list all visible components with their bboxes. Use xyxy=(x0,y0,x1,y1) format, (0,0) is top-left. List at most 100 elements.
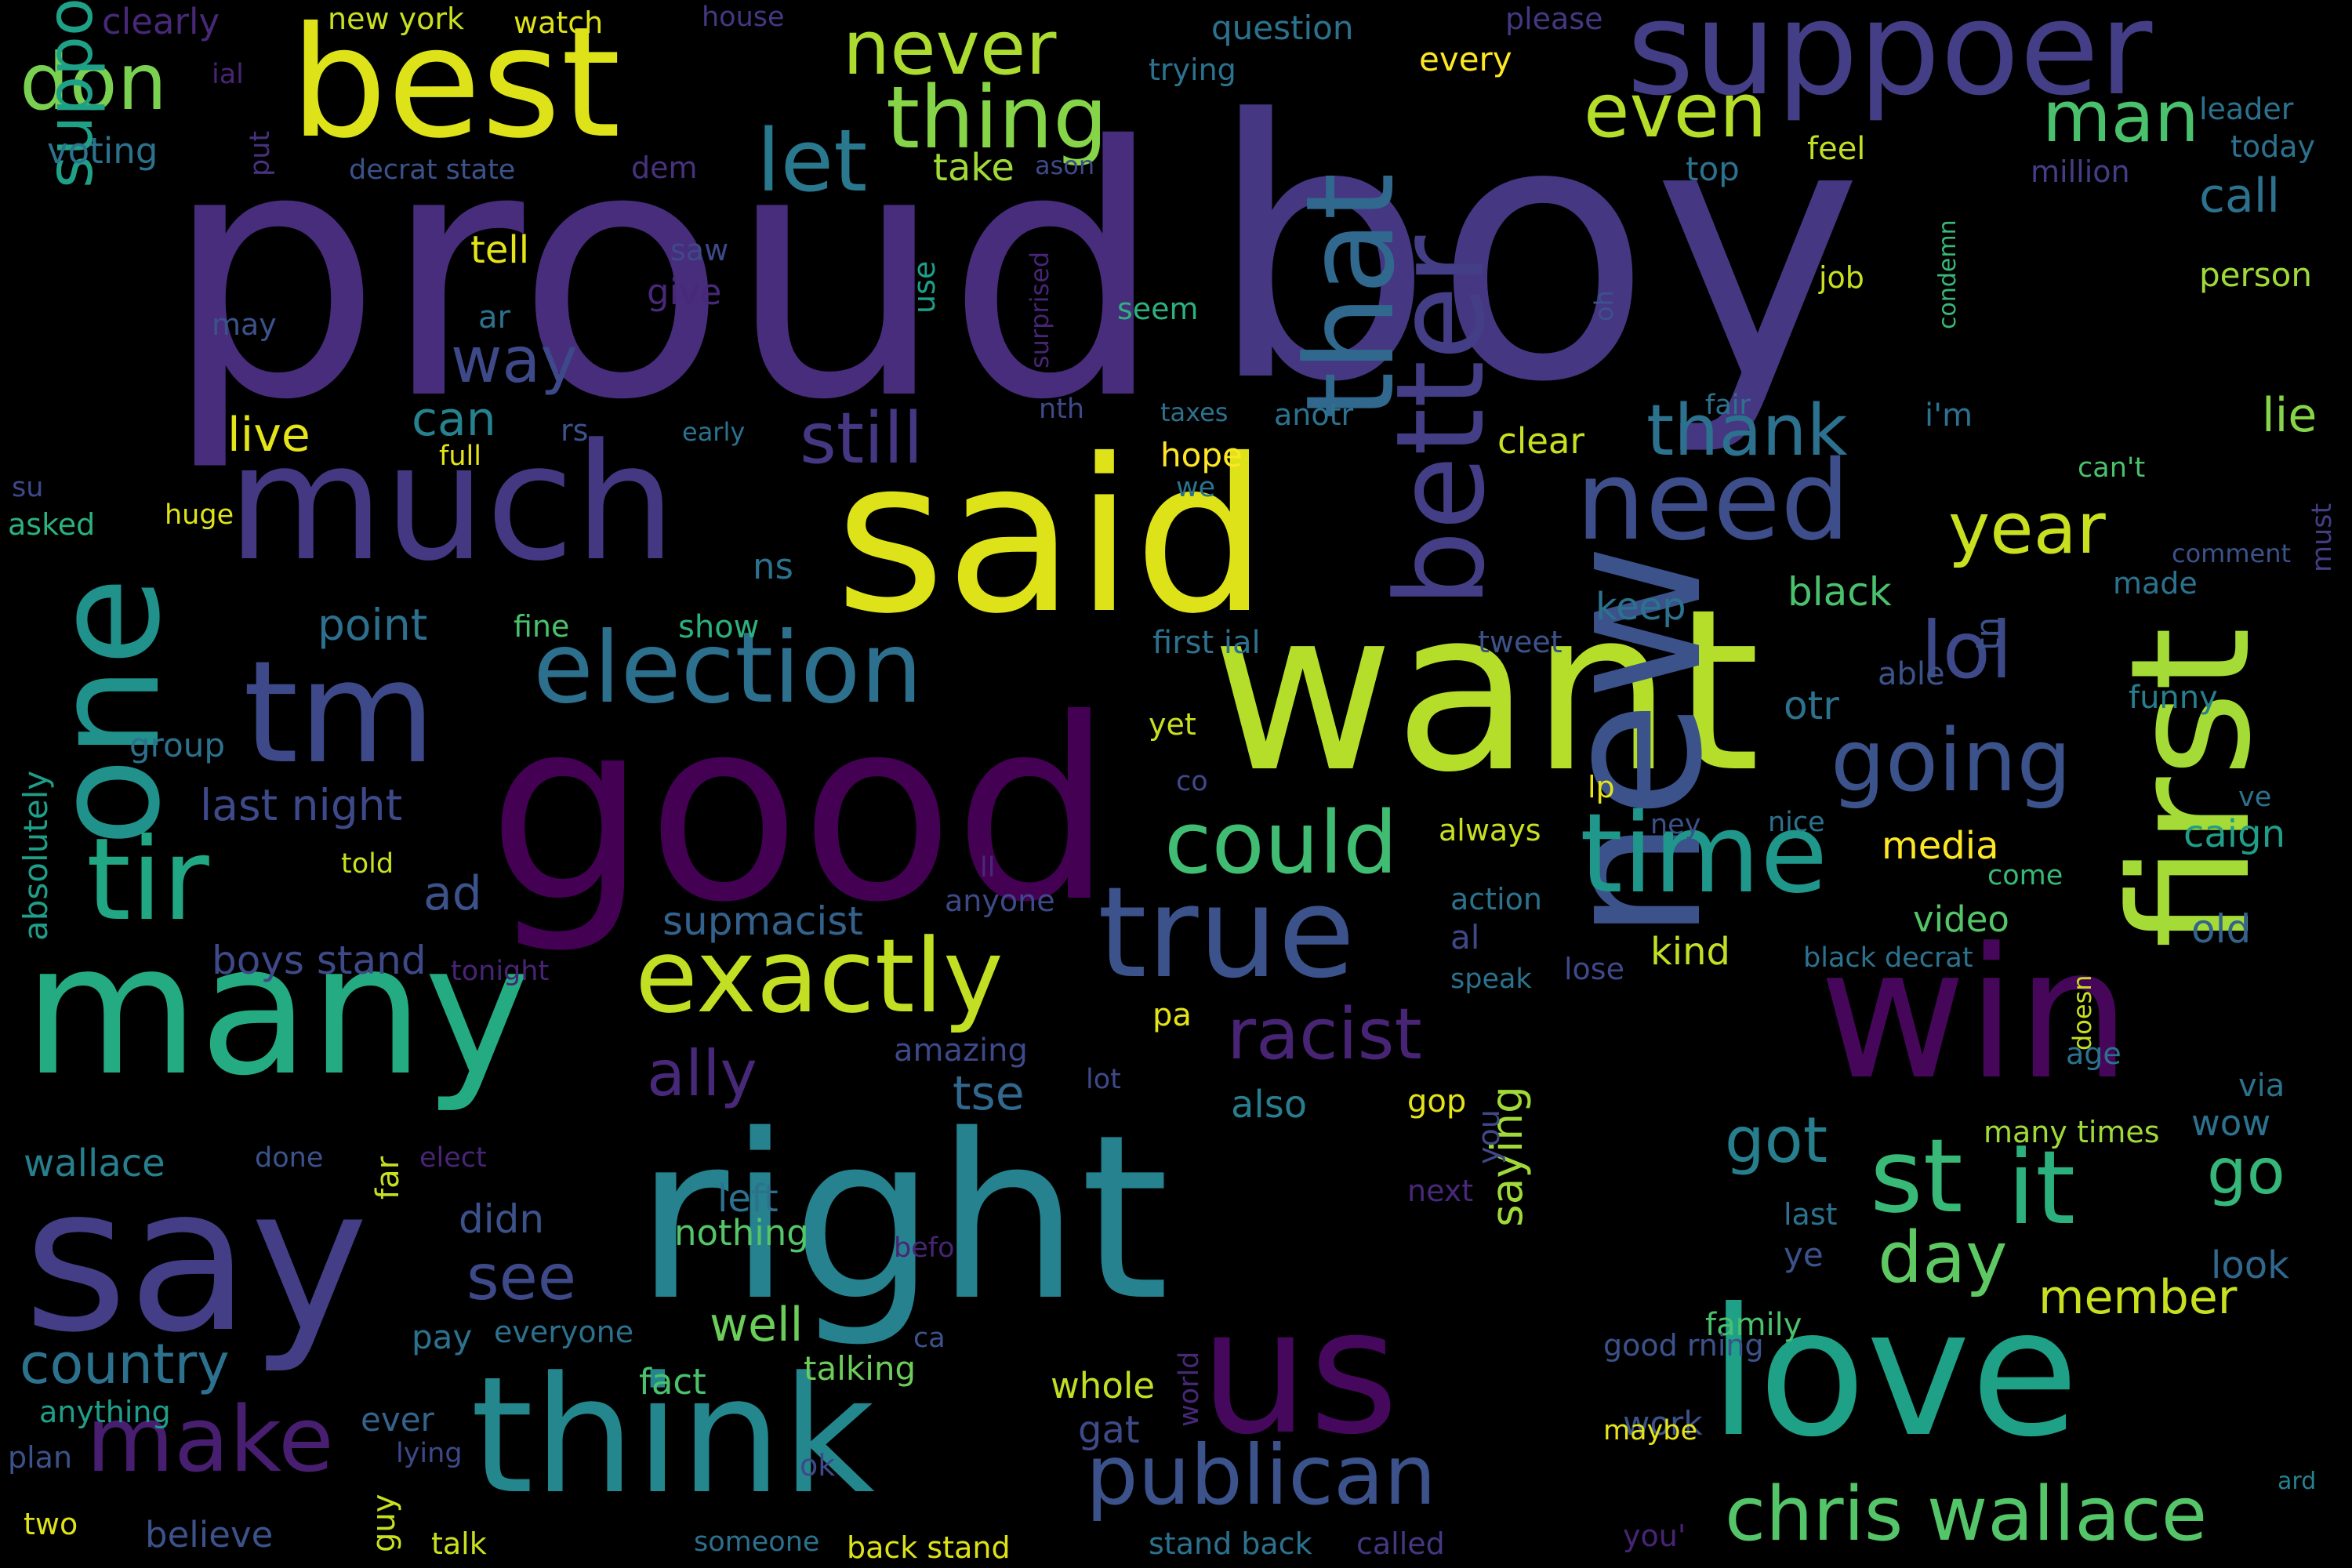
word-publican: publican xyxy=(1086,1428,1436,1523)
word-make: make xyxy=(86,1388,334,1493)
word-clear: clear xyxy=(1497,420,1585,462)
word-pa: pa xyxy=(1152,997,1192,1033)
word-ok: ok xyxy=(800,1448,836,1483)
word-speak: speak xyxy=(1450,964,1532,995)
word-black: black xyxy=(1788,569,1892,615)
word-election: election xyxy=(533,612,923,725)
word-pay: pay xyxy=(412,1318,473,1356)
word-tn: tn xyxy=(1969,616,2007,651)
word-everyone: everyone xyxy=(494,1315,634,1349)
word-show: show xyxy=(678,609,760,645)
word-much: much xyxy=(227,410,677,597)
word-must: must xyxy=(2307,503,2338,572)
word-nth: nth xyxy=(1039,394,1085,425)
word-whole: whole xyxy=(1051,1365,1156,1406)
word-ll: ll xyxy=(980,852,996,884)
word-use: use xyxy=(907,260,942,314)
word-early: early xyxy=(682,417,746,447)
word-elect: elect xyxy=(419,1142,487,1174)
word-anyone: anyone xyxy=(945,884,1055,918)
word-one: one xyxy=(23,576,192,847)
word-ca: ca xyxy=(913,1323,946,1354)
word-going: going xyxy=(1831,710,2072,811)
word-ns: ns xyxy=(753,546,793,587)
word-believe: believe xyxy=(145,1514,274,1555)
word-many-times: many times xyxy=(1984,1115,2160,1149)
word-ial: ial xyxy=(212,59,244,90)
word-caign: caign xyxy=(2183,812,2286,856)
word-man: man xyxy=(2042,76,2199,158)
word-well: well xyxy=(710,1298,804,1352)
word-call: call xyxy=(2199,169,2281,223)
word-it: it xyxy=(2007,1128,2076,1247)
word-never: never xyxy=(843,5,1057,92)
word-i-m: i'm xyxy=(1925,397,1973,434)
word-su: su xyxy=(12,472,44,503)
word-suppoer: suppoer xyxy=(1627,0,2153,124)
word-two: two xyxy=(24,1507,78,1541)
word-even: even xyxy=(1584,68,1767,154)
word-also: also xyxy=(1231,1083,1308,1127)
word-black-decrat: black decrat xyxy=(1803,942,1973,974)
word-stand-back: stand back xyxy=(1149,1526,1312,1561)
word-chris-wallace: chris wallace xyxy=(1725,1472,2208,1558)
word-take: take xyxy=(933,146,1014,190)
word-go: go xyxy=(2207,1135,2285,1208)
word-ever: ever xyxy=(361,1400,434,1439)
word-lie: lie xyxy=(2262,388,2318,443)
word-lol: lol xyxy=(1921,604,2013,696)
word-ad: ad xyxy=(423,866,482,921)
word-say: say xyxy=(24,1144,369,1377)
word-fine: fine xyxy=(514,609,570,644)
word-lying: lying xyxy=(396,1438,463,1469)
word-al: al xyxy=(1450,918,1480,956)
word-kind: kind xyxy=(1650,930,1731,974)
word-action: action xyxy=(1450,882,1542,916)
word-new-york: new york xyxy=(328,2,464,36)
word-funny: funny xyxy=(2129,680,2218,716)
word-oh: oh xyxy=(1589,290,1619,321)
word-supmacist: supmacist xyxy=(662,898,863,944)
word-st: st xyxy=(1870,1116,1963,1236)
word-tell: tell xyxy=(470,228,530,272)
word-many: many xyxy=(24,906,531,1116)
word-look: look xyxy=(2211,1243,2289,1287)
word-house: house xyxy=(702,2,785,33)
word-ve: ve xyxy=(2238,782,2272,813)
word-exactly: exactly xyxy=(635,916,1004,1036)
word-last: last xyxy=(1784,1197,1838,1232)
word-got: got xyxy=(1725,1104,1828,1177)
word-tonight: tonight xyxy=(451,956,550,987)
word-put: put xyxy=(245,130,276,176)
word-we: we xyxy=(1176,472,1216,503)
word-please: please xyxy=(1505,2,1603,36)
word-dem: dem xyxy=(631,151,698,185)
word-next: next xyxy=(1407,1174,1474,1208)
word-hope: hope xyxy=(1160,436,1243,474)
word-year: year xyxy=(1948,488,2106,570)
word-watch: watch xyxy=(514,5,604,40)
word-made: made xyxy=(2113,566,2198,601)
word-anotr: anotr xyxy=(1274,397,1354,432)
word-trying: trying xyxy=(1149,53,1236,87)
word-good-rning: good rning xyxy=(1603,1328,1764,1363)
word-boys-stand: boys stand xyxy=(212,938,426,983)
word-you: you xyxy=(1472,1109,1506,1164)
word-ason: ason xyxy=(1035,151,1095,180)
word-amazing: amazing xyxy=(894,1033,1028,1069)
word-can: can xyxy=(412,392,496,447)
word-racist: racist xyxy=(1227,993,1422,1076)
word-think: think xyxy=(470,1343,875,1530)
word-way: way xyxy=(451,324,578,397)
word-age: age xyxy=(2066,1036,2122,1071)
word-wallace: wallace xyxy=(24,1142,165,1185)
word-good: good xyxy=(488,666,1113,957)
word-country: country xyxy=(20,1332,230,1396)
word-right: right xyxy=(635,1087,1170,1351)
word-befo: befo xyxy=(894,1232,955,1264)
word-huge: huge xyxy=(165,499,234,531)
word-ye: ye xyxy=(1784,1236,1824,1274)
word-live: live xyxy=(227,408,310,463)
word-comment: comment xyxy=(2172,539,2292,568)
word-back-stand: back stand xyxy=(847,1530,1011,1565)
